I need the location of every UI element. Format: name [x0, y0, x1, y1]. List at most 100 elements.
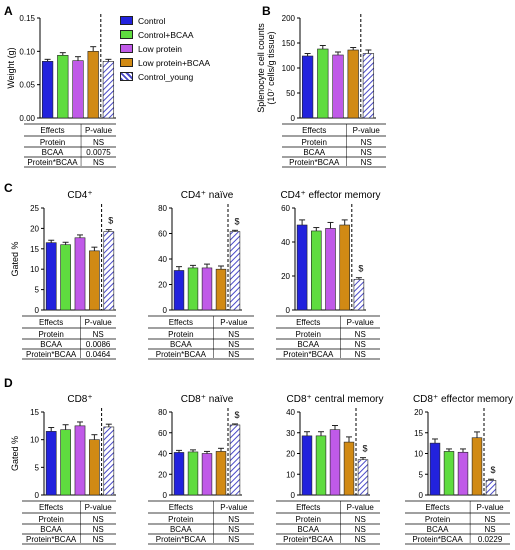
panel-c2-bar-5 — [229, 231, 241, 311]
panel-d4-bar-1 — [429, 442, 441, 496]
panel-b-table-pvalue: NS — [361, 158, 372, 167]
legend-label-low-protein-bcaa: Low protein+BCAA — [138, 57, 211, 68]
panel-d2-bar-3 — [201, 453, 213, 496]
legend-item-control-bcaa: Control+BCAA — [120, 28, 270, 41]
panel-b-y-label-units: (10⁷ cells/g tissue) — [266, 31, 276, 104]
panel-c1-bar-2 — [60, 244, 71, 311]
panel-d3-bar-5 — [357, 459, 369, 496]
panel-d1-y-tick-label: 0 — [35, 491, 40, 500]
panel-a-table-header-pvalue: P-value — [85, 126, 113, 135]
panel-c2-y-tick-label: 0 — [163, 306, 168, 315]
legend-swatch-low-protein-bcaa — [120, 58, 133, 67]
legend-swatch-low-protein — [120, 44, 133, 53]
panel-d4-table-effect: BCAA — [427, 525, 449, 534]
panel-c3-title: CD4⁺ effector memory — [280, 190, 380, 201]
panel-d4-y-tick-label: 5 — [419, 470, 424, 479]
panel-b-y-tick-label: 50 — [286, 89, 295, 98]
panel-d4-table-pvalue: NS — [484, 515, 495, 524]
panel-c3-table-pvalue: NS — [355, 340, 366, 349]
panel-d1-y-tick-label: 5 — [35, 463, 40, 472]
panel-d4-y-tick-label: 10 — [414, 450, 423, 459]
panel-a-table-pvalue: NS — [93, 158, 104, 167]
panel-a-bar-1 — [41, 61, 54, 119]
panel-d1-table-effect: Protein*BCAA — [26, 535, 77, 544]
panel-c1-table-pvalue: 0.0464 — [86, 350, 111, 359]
panel-b-bar-5 — [362, 53, 375, 119]
panel-d4-table-pvalue: NS — [484, 525, 495, 534]
panel-c2-title: CD4⁺ naïve — [181, 190, 234, 201]
legend-item-low-protein: Low protein — [120, 42, 270, 55]
panel-d3-title: CD8⁺ central memory — [287, 394, 384, 405]
panel-c1-y-label: Gated % — [10, 241, 20, 276]
panel-a-table-pvalue: 0.0075 — [86, 148, 111, 157]
panel-d4-table-effect: Protein*BCAA — [412, 535, 463, 544]
panel-b-table-effect: Protein — [302, 138, 327, 147]
panel-a-table-effect: Protein*BCAA — [27, 158, 78, 167]
panel-d3-y-tick-label: 40 — [286, 408, 295, 417]
panel-d2-bar-1 — [173, 452, 185, 496]
panel-c3-y-tick-label: 40 — [281, 238, 290, 247]
panel-c2-y-tick-label: 40 — [158, 255, 167, 264]
panel-d4-table-pvalue: 0.0229 — [478, 535, 503, 544]
panel-c1-table-effect: Protein*BCAA — [26, 350, 77, 359]
panel-c3-table-effect: BCAA — [297, 340, 319, 349]
legend-swatch-control-young — [120, 72, 133, 81]
panel-d2-bar-5 — [229, 424, 241, 496]
panel-d2-bar-4 — [215, 451, 227, 496]
panel-c2-y-tick-label: 20 — [158, 281, 167, 290]
panel-d1-bar-5 — [103, 426, 115, 496]
panel-c1-y-tick-label: 20 — [30, 224, 39, 233]
panel-c2-table-header-pvalue: P-value — [220, 318, 248, 327]
panel-c1-title: CD4⁺ — [67, 190, 92, 201]
panel-d4-y-tick-label: 0 — [419, 491, 424, 500]
panel-c3-table-pvalue: NS — [355, 350, 366, 359]
panel-a-bar-4 — [87, 51, 99, 119]
panel-d1-y-label: Gated % — [10, 436, 20, 471]
panel-c3-y-tick-label: 20 — [281, 272, 290, 281]
panel-a-y-label: Weight (g) — [6, 47, 16, 88]
panel-d2-y-tick-label: 80 — [158, 408, 167, 417]
panel-d2-significance-marker: $ — [234, 410, 239, 420]
panel-d4-title: CD8⁺ effector memory — [413, 394, 513, 405]
panel-a-bar-5 — [102, 61, 115, 119]
panel-d4-significance-marker: $ — [490, 465, 495, 475]
panel-b-y-tick-label: 100 — [282, 64, 296, 73]
legend-swatch-control-bcaa — [120, 30, 133, 39]
panel-c1-y-tick-label: 25 — [30, 204, 39, 213]
panel-c1-bar-3 — [74, 237, 86, 311]
panel-c1-significance-marker: $ — [108, 216, 113, 226]
panel-d3-table-header-pvalue: P-value — [347, 503, 375, 512]
panel-c2-table-pvalue: NS — [228, 340, 239, 349]
panel-d4-bar-5 — [485, 480, 497, 496]
panel-d4-bar-4 — [471, 437, 483, 496]
panel-a-bar-2 — [57, 55, 69, 119]
legend-label-control: Control — [138, 15, 166, 26]
panel-d3-y-tick-label: 0 — [291, 491, 296, 500]
panel-d2-y-tick-label: 0 — [163, 491, 168, 500]
panel-b-y-label: Splenocyte cell counts — [256, 23, 266, 113]
panel-c3-y-tick-label: 0 — [286, 306, 291, 315]
panel-d4-table-effect: Protein — [425, 515, 450, 524]
panel-d3-y-tick-label: 30 — [286, 429, 295, 438]
panel-c2-table-effect: BCAA — [170, 340, 192, 349]
panel-d1-title: CD8⁺ — [67, 394, 92, 405]
panel-c3-bar-2 — [311, 230, 322, 311]
panel-d2-title: CD8⁺ naïve — [181, 394, 234, 405]
panel-d2-y-tick-label: 60 — [158, 429, 167, 438]
panel-b-bar-4 — [347, 49, 359, 119]
panel-d3-bar-1 — [301, 435, 313, 496]
panel-c2-table-effect: Protein*BCAA — [156, 350, 207, 359]
panel-d1-table-pvalue: NS — [93, 515, 104, 524]
panel-d3-bar-2 — [315, 435, 327, 496]
panel-d1-table-pvalue: NS — [93, 525, 104, 534]
panel-b-table-pvalue: NS — [361, 148, 372, 157]
panel-d3-table-header-effects: Effects — [296, 503, 320, 512]
panel-b-table-effect: Protein*BCAA — [289, 158, 340, 167]
panel-d2-table-effect: BCAA — [170, 525, 192, 534]
panel-c1-bar-4 — [89, 250, 100, 311]
panel-d1-table-pvalue: NS — [93, 535, 104, 544]
panel-c3-bar-1 — [296, 224, 308, 311]
panel-b-table-header-effects: Effects — [302, 126, 326, 135]
panel-a-y-tick-label: 0.00 — [19, 114, 35, 123]
